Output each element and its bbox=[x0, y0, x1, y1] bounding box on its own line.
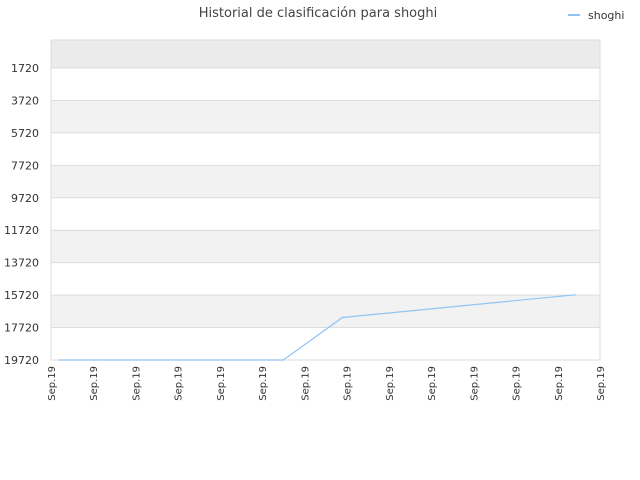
x-tick-label: Sep.19 bbox=[258, 366, 269, 401]
x-tick-label: Sep.19 bbox=[47, 366, 58, 401]
y-tick-label: 17720 bbox=[4, 322, 39, 335]
plot-border bbox=[50, 39, 601, 361]
x-tick-label: Sep.19 bbox=[131, 366, 142, 401]
band bbox=[51, 165, 600, 198]
x-tick-label: Sep.19 bbox=[512, 366, 523, 401]
chart-title: Historial de clasificación para shoghi bbox=[199, 6, 438, 21]
data-point bbox=[282, 359, 285, 361]
series-layer bbox=[58, 293, 576, 361]
x-tick-label: Sep.19 bbox=[343, 366, 354, 401]
x-tick-label: Sep.19 bbox=[385, 366, 396, 401]
x-tick-label: Sep.19 bbox=[469, 366, 480, 401]
x-axis-ticks: Sep.19 Sep.19 Sep.19 Sep.19 Sep.19 Sep.19 Sep.… bbox=[47, 366, 607, 401]
y-tick-label: 5720 bbox=[11, 127, 39, 140]
y-tick-label: 19720 bbox=[4, 354, 39, 367]
band bbox=[51, 100, 600, 133]
x-tick-label: Sep.19 bbox=[300, 366, 311, 401]
data-point bbox=[341, 316, 344, 319]
band bbox=[51, 40, 600, 68]
x-tick-label: Sep.19 bbox=[174, 366, 185, 401]
x-tick-label: Sep.19 bbox=[596, 366, 607, 401]
y-tick-label: 9720 bbox=[11, 192, 39, 205]
y-tick-label: 13720 bbox=[4, 257, 39, 270]
band bbox=[51, 230, 600, 263]
x-tick-label: Sep.19 bbox=[216, 366, 227, 401]
y-tick-label: 7720 bbox=[11, 159, 39, 172]
legend-label-shoghi: shoghi bbox=[588, 9, 624, 22]
y-axis-ticks: 1720 3720 5720 7720 9720 11720 13720 15720 17720… bbox=[4, 62, 39, 367]
data-point bbox=[573, 293, 576, 296]
y-tick-label: 1720 bbox=[11, 62, 39, 75]
x-tick-label: Sep.19 bbox=[554, 366, 565, 401]
y-tick-label: 3720 bbox=[11, 94, 39, 107]
x-tick-label: Sep.19 bbox=[89, 366, 100, 401]
band bbox=[51, 295, 600, 328]
series-line-shoghi[interactable] bbox=[59, 294, 575, 361]
y-tick-label: 15720 bbox=[4, 289, 39, 302]
data-point bbox=[58, 359, 61, 361]
x-tick-label: Sep.19 bbox=[427, 366, 438, 401]
plot-background-bands bbox=[51, 40, 600, 328]
y-tick-label: 11720 bbox=[4, 224, 39, 237]
legend[interactable]: shoghi bbox=[568, 9, 624, 22]
